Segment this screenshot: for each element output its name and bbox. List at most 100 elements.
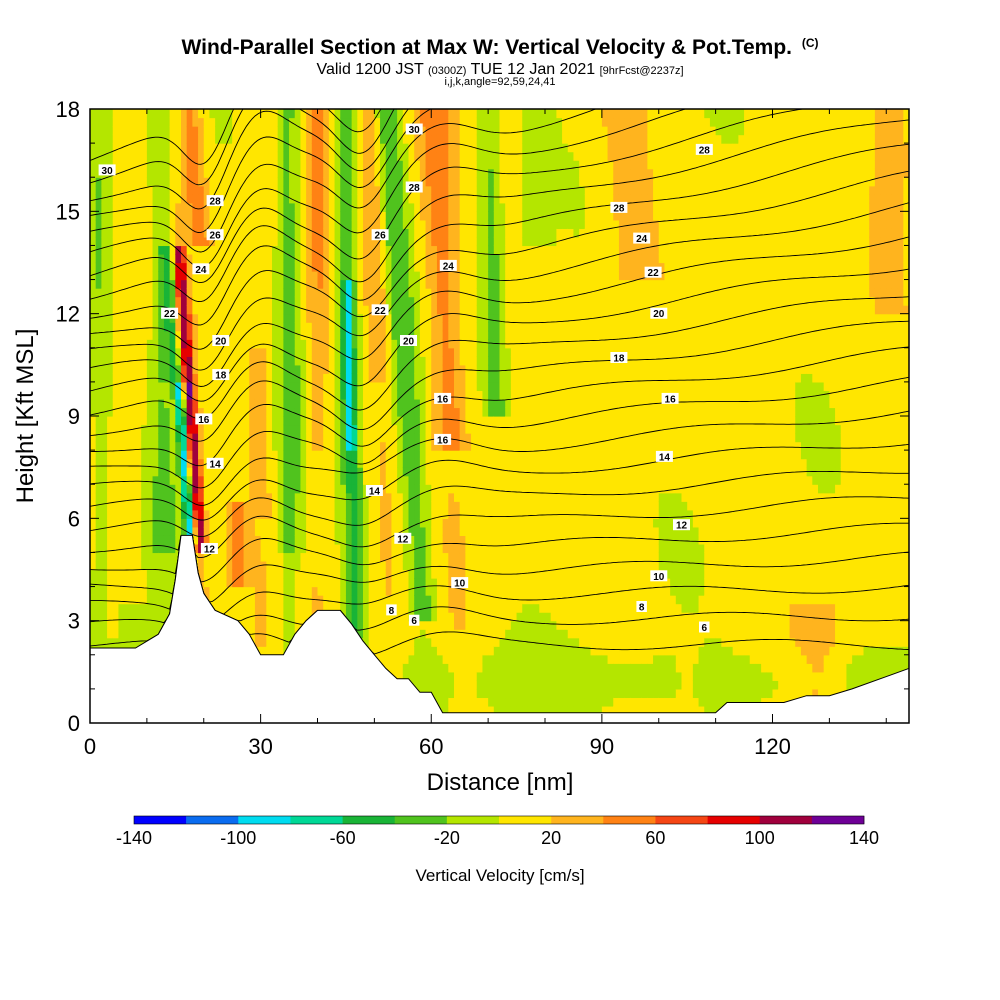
- velocity-cell: [442, 492, 449, 502]
- velocity-cell: [380, 168, 387, 178]
- velocity-cell: [425, 356, 432, 366]
- velocity-cell: [363, 560, 370, 571]
- velocity-cell: [397, 569, 404, 579]
- velocity-cell: [266, 433, 273, 443]
- velocity-cell: [442, 654, 449, 664]
- velocity-cell: [476, 356, 484, 366]
- velocity-cell: [380, 509, 387, 519]
- velocity-cell: [306, 177, 313, 187]
- velocity-cell: [215, 569, 222, 579]
- velocity-cell: [118, 424, 125, 434]
- velocity-cell: [112, 569, 120, 579]
- velocity-cell: [465, 143, 472, 153]
- velocity-cell: [323, 253, 330, 264]
- velocity-cell: [163, 492, 171, 502]
- velocity-cell: [220, 185, 228, 195]
- velocity-cell: [328, 330, 336, 340]
- velocity-cell: [351, 509, 358, 519]
- velocity-cell: [277, 271, 284, 281]
- velocity-cell: [311, 202, 319, 212]
- velocity-cell: [186, 177, 193, 187]
- velocity-cell: [135, 450, 142, 460]
- velocity-cell: [135, 416, 142, 426]
- velocity-cell: [124, 313, 131, 323]
- velocity-cell: [419, 177, 427, 187]
- velocity-cell: [226, 211, 233, 221]
- velocity-cell: [112, 373, 120, 383]
- velocity-cell: [232, 535, 239, 545]
- velocity-cell: [442, 271, 449, 281]
- velocity-cell: [181, 526, 188, 536]
- velocity-cell: [465, 612, 472, 622]
- velocity-cell: [129, 586, 137, 596]
- velocity-cell: [436, 526, 444, 536]
- velocity-cell: [232, 458, 239, 468]
- velocity-cell: [289, 586, 296, 596]
- velocity-cell: [90, 458, 97, 468]
- velocity-cell: [124, 586, 131, 596]
- velocity-cell: [163, 228, 171, 238]
- velocity-cell: [198, 560, 205, 571]
- velocity-cell: [203, 492, 211, 502]
- velocity-cell: [163, 560, 171, 571]
- velocity-cell: [215, 526, 222, 536]
- velocity-cell: [129, 416, 137, 426]
- velocity-cell: [459, 433, 466, 443]
- velocity-cell: [260, 586, 267, 596]
- velocity-cell: [283, 305, 290, 315]
- velocity-cell: [215, 560, 222, 571]
- velocity-cell: [385, 646, 393, 656]
- velocity-cell: [215, 288, 222, 298]
- velocity-cell: [328, 416, 336, 426]
- velocity-cell: [340, 603, 347, 613]
- velocity-cell: [357, 185, 364, 195]
- velocity-cell: [266, 219, 273, 229]
- velocity-cell: [141, 535, 148, 545]
- velocity-cell: [402, 407, 410, 417]
- velocity-cell: [442, 347, 449, 357]
- velocity-cell: [476, 433, 484, 443]
- velocity-cell: [129, 629, 137, 639]
- velocity-cell: [431, 134, 438, 144]
- velocity-cell: [175, 467, 182, 477]
- velocity-cell: [408, 109, 415, 119]
- velocity-cell: [260, 356, 267, 366]
- velocity-cell: [294, 356, 302, 366]
- velocity-cell: [169, 518, 176, 528]
- velocity-cell: [454, 671, 461, 681]
- velocity-cell: [249, 416, 256, 426]
- velocity-cell: [135, 543, 142, 554]
- velocity-cell: [220, 390, 228, 400]
- velocity-cell: [385, 364, 393, 374]
- velocity-cell: [425, 313, 432, 323]
- velocity-cell: [374, 177, 381, 187]
- velocity-cell: [226, 467, 233, 477]
- velocity-cell: [311, 219, 319, 229]
- velocity-cell: [345, 356, 353, 366]
- velocity-cell: [323, 296, 330, 306]
- velocity-cell: [192, 279, 199, 289]
- velocity-cell: [101, 612, 108, 622]
- velocity-cell: [158, 407, 165, 417]
- velocity-cell: [442, 535, 449, 545]
- velocity-cell: [169, 390, 176, 400]
- velocity-cell: [163, 330, 171, 340]
- velocity-cell: [243, 185, 250, 195]
- velocity-cell: [391, 109, 398, 119]
- velocity-cell: [459, 373, 466, 383]
- velocity-cell: [340, 381, 347, 392]
- velocity-cell: [397, 211, 404, 221]
- velocity-cell: [107, 441, 114, 451]
- velocity-cell: [368, 441, 375, 451]
- velocity-cell: [351, 168, 358, 178]
- velocity-cell: [215, 501, 222, 511]
- velocity-cell: [112, 501, 120, 511]
- velocity-cell: [294, 560, 302, 571]
- velocity-cell: [175, 407, 182, 417]
- velocity-cell: [306, 509, 313, 519]
- velocity-cell: [209, 143, 216, 153]
- velocity-cell: [385, 416, 393, 426]
- velocity-cell: [436, 245, 444, 255]
- velocity-cell: [277, 177, 284, 187]
- velocity-cell: [448, 612, 455, 622]
